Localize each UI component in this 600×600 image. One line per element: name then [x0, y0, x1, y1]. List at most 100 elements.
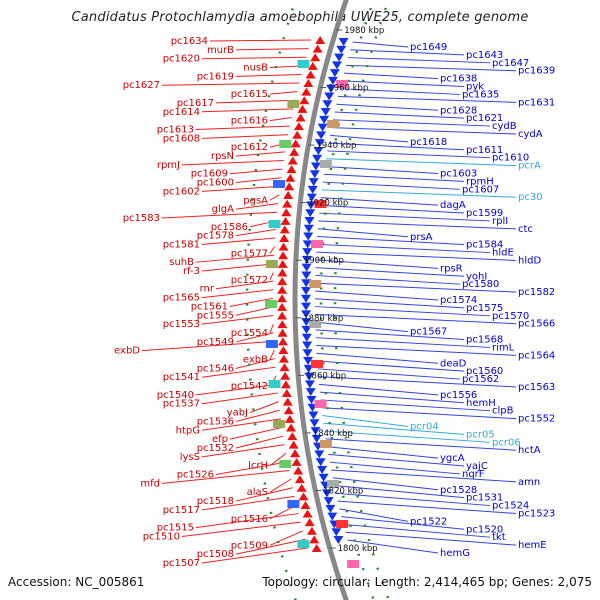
forward-gene-arrow — [277, 285, 288, 294]
right-connector — [347, 539, 439, 554]
left-gene-label: pc1577 — [231, 248, 268, 259]
right-connector — [324, 430, 491, 443]
left-gene-label: pc1600 — [197, 178, 234, 189]
right-gene-label: rpsR — [440, 263, 463, 274]
right-connector — [341, 80, 465, 88]
cog-category-box — [310, 240, 323, 248]
reverse-gene-arrow — [327, 512, 338, 521]
cog-category-box — [297, 60, 310, 68]
right-gene-label: hemH — [466, 398, 496, 409]
left-connector — [229, 297, 274, 307]
reverse-gene-arrow — [336, 45, 347, 54]
cog-category-box — [287, 100, 300, 108]
forward-gene-arrow — [307, 61, 318, 70]
left-connector — [195, 254, 275, 263]
track-guide — [245, 0, 297, 600]
left-connector — [215, 280, 274, 290]
right-connector — [321, 189, 517, 198]
forward-gene-arrow — [289, 147, 300, 156]
left-connector — [215, 461, 288, 476]
cog-category-box — [336, 520, 349, 528]
left-gene-label: pc1620 — [163, 54, 200, 65]
forward-gene-arrow — [277, 302, 288, 311]
left-connector — [201, 366, 276, 378]
left-gene-label: pc1586 — [211, 222, 248, 233]
right-gene-label: pc1599 — [466, 208, 503, 219]
right-gene-label: yajC — [466, 461, 488, 472]
forward-gene-arrow — [315, 36, 326, 44]
cog-category-box — [336, 80, 349, 88]
forward-gene-arrow — [305, 70, 316, 79]
right-connector — [326, 158, 517, 167]
right-gene-label: clpB — [492, 406, 514, 417]
right-connector — [314, 298, 465, 309]
right-connector — [333, 119, 491, 127]
right-connector — [316, 243, 491, 254]
reverse-gene-arrow — [301, 255, 312, 264]
forward-gene-arrow — [287, 156, 298, 165]
right-gene-label: hemG — [440, 548, 470, 559]
left-gene-label: lcrH — [248, 461, 268, 472]
reverse-gene-arrow — [301, 310, 312, 319]
forward-gene-arrow — [277, 311, 288, 320]
right-connector — [316, 251, 517, 261]
right-connector — [330, 134, 409, 143]
reverse-gene-arrow — [306, 395, 317, 404]
forward-gene-arrow — [293, 466, 304, 475]
reverse-gene-arrow — [338, 38, 349, 46]
right-gene-label: rimL — [492, 342, 515, 353]
left-gene-label: mfd — [140, 478, 160, 489]
left-connector — [195, 513, 299, 529]
forward-gene-arrow — [278, 354, 289, 363]
cog-category-box — [279, 460, 292, 468]
reverse-gene-arrow — [308, 411, 319, 420]
left-connector — [269, 478, 292, 493]
left-connector — [201, 56, 307, 60]
right-gene-label: pc1610 — [492, 153, 529, 164]
right-gene-label: amn — [518, 477, 540, 488]
right-connector — [326, 446, 439, 459]
left-connector — [269, 194, 280, 201]
forward-gene-arrow — [280, 216, 291, 225]
left-gene-label: pc1542 — [231, 381, 268, 392]
cog-category-box — [265, 260, 278, 268]
forward-gene-arrow — [309, 535, 320, 544]
right-connector — [328, 453, 465, 467]
left-connector — [235, 409, 280, 422]
cog-category-box — [327, 120, 340, 128]
ruler-label: 1840 kbp — [313, 429, 353, 439]
left-gene-label: pc1554 — [231, 328, 268, 339]
right-connector — [341, 516, 465, 530]
reverse-gene-arrow — [304, 380, 315, 389]
right-gene-label: pc1575 — [466, 303, 503, 314]
right-gene-label: rpmH — [466, 176, 494, 187]
left-gene-label: pc1572 — [231, 275, 268, 286]
left-gene-label: pc1634 — [171, 36, 208, 47]
left-connector — [215, 99, 296, 104]
forward-gene-arrow — [278, 251, 289, 260]
left-connector — [235, 228, 276, 237]
cog-category-box — [327, 480, 340, 488]
right-connector — [336, 103, 439, 111]
reverse-gene-arrow — [301, 279, 312, 288]
forward-gene-arrow — [299, 96, 310, 105]
forward-gene-arrow — [292, 130, 303, 139]
right-gene-label: pc1611 — [466, 145, 503, 156]
ruler-label: 1960 kbp — [328, 84, 368, 94]
forward-gene-arrow — [277, 277, 288, 286]
right-connector — [317, 228, 409, 238]
right-connector — [345, 531, 517, 546]
reverse-gene-arrow — [305, 209, 316, 218]
left-connector — [269, 349, 275, 360]
right-connector — [331, 469, 517, 483]
right-connector — [331, 127, 517, 135]
left-connector — [161, 82, 300, 86]
reverse-gene-arrow — [315, 458, 326, 467]
ruler-label: 1980 kbp — [344, 26, 384, 36]
reverse-gene-arrow — [310, 427, 321, 436]
right-connector — [328, 142, 465, 151]
cog-category-box — [297, 540, 310, 548]
right-gene-label: prsA — [410, 232, 433, 243]
right-connector — [317, 368, 461, 380]
right-connector — [338, 95, 517, 103]
